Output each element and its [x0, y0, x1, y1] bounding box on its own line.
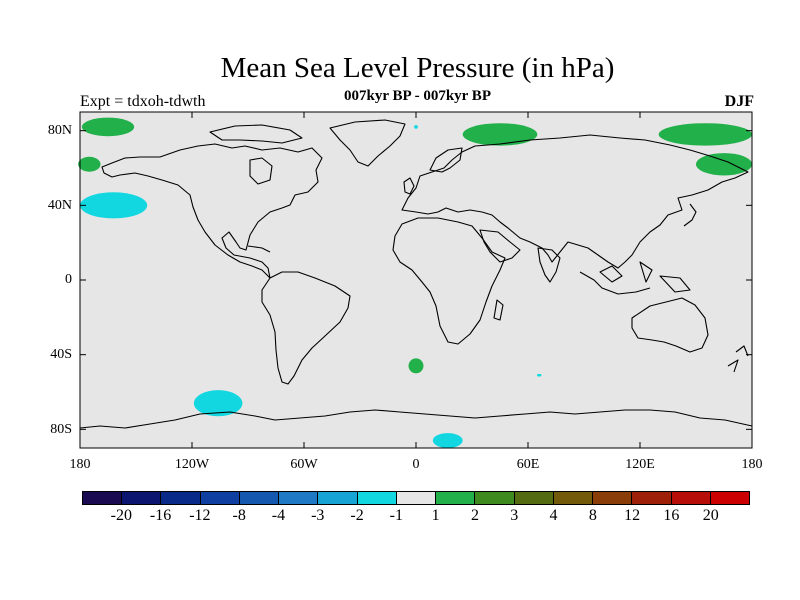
anomaly-region	[408, 358, 424, 374]
figure-title: Mean Sea Level Pressure (in hPa)	[220, 52, 615, 84]
coastline-japan	[683, 203, 697, 227]
lat-tick-label: 40S	[50, 347, 72, 362]
colorbar-swatch	[318, 492, 358, 504]
anomaly-region	[658, 123, 752, 146]
colorbar-swatch	[200, 492, 240, 504]
period-label: 007kyr BP - 007kyr BP	[344, 88, 491, 104]
anomaly-region	[81, 117, 135, 137]
coastline-africa	[392, 217, 506, 345]
axis-ticks	[79, 112, 753, 448]
lat-tick-label: 80S	[50, 422, 72, 437]
coastline-arctic-islands	[209, 124, 303, 144]
colorbar-swatch	[357, 492, 397, 504]
anomaly-region	[432, 433, 463, 448]
lon-tick-label: 180	[741, 457, 763, 472]
colorbar-swatch	[514, 492, 554, 504]
anomaly-region	[696, 153, 752, 176]
colorbar-label: -1	[389, 507, 403, 524]
coastline-cuba	[247, 245, 271, 253]
anomaly-region	[536, 373, 542, 377]
coastline-antarctica	[79, 409, 753, 429]
colorbar-label: -4	[271, 507, 286, 524]
lat-tick-label: 40N	[47, 198, 72, 213]
colorbar-label: 1	[431, 507, 440, 524]
coastline-british-isles	[403, 177, 415, 195]
anomaly-region	[193, 390, 243, 417]
coastline-eurasia	[401, 134, 749, 269]
coastline-new-zealand	[727, 345, 749, 373]
colorbar-swatch	[396, 492, 437, 504]
coastline-australia	[631, 297, 709, 353]
colorbar-swatch	[436, 492, 476, 504]
anomaly-layer	[78, 117, 752, 448]
anomaly-region	[78, 156, 101, 172]
coastline-scandinavia	[429, 147, 463, 173]
lon-tick-label: 180	[69, 457, 91, 472]
colorbar-swatch	[239, 492, 280, 504]
coastline-indonesia	[579, 261, 691, 295]
colorbar-swatch	[122, 492, 162, 504]
colorbar-swatch	[279, 492, 319, 504]
lon-tick-label: 60W	[290, 457, 318, 472]
coastline-greenland	[329, 119, 406, 167]
colorbar-label: -2	[350, 507, 364, 524]
experiment-label: Expt = tdxoh-tdwth	[80, 93, 206, 110]
colorbar-label: 3	[510, 507, 519, 524]
coastline-north-america	[101, 143, 323, 279]
colorbar-swatch	[553, 492, 594, 504]
anomaly-region	[462, 123, 538, 146]
anomaly-region	[80, 192, 148, 219]
lon-tick-label: 120W	[174, 457, 210, 472]
coastline-south-america	[261, 271, 351, 385]
colorbar-label: 16	[663, 507, 680, 524]
season-label: DJF	[724, 93, 754, 110]
colorbar-swatch	[632, 492, 672, 504]
coastline-india	[537, 247, 561, 283]
lon-tick-label: 60E	[516, 457, 540, 472]
coastline-hudson-bay	[249, 157, 273, 185]
colorbar-label: 8	[588, 507, 597, 524]
coastline-madagascar	[493, 299, 504, 321]
colorbar-swatch	[593, 492, 633, 504]
colorbar-swatch	[475, 492, 515, 504]
coastline-arabia	[479, 229, 521, 263]
colorbar-label: -3	[311, 507, 325, 524]
map-background	[80, 112, 752, 448]
colorbar-swatch	[161, 492, 201, 504]
colorbar-label: -8	[232, 507, 246, 524]
lat-tick-label: 0	[65, 272, 72, 287]
coastline-layer	[79, 119, 753, 429]
colorbar-label: 2	[470, 507, 479, 524]
colorbar-swatch	[83, 492, 123, 504]
colorbar-swatch	[710, 492, 749, 504]
anomaly-region	[414, 125, 418, 129]
colorbar-label: 20	[702, 507, 719, 524]
lon-tick-label: 120E	[625, 457, 655, 472]
lat-tick-label: 80N	[47, 123, 72, 138]
colorbar-label: 4	[549, 507, 558, 524]
colorbar	[82, 491, 750, 505]
colorbar-label: -20	[110, 507, 132, 524]
colorbar-label: -12	[189, 507, 211, 524]
colorbar-label: -16	[149, 507, 172, 524]
lon-tick-label: 0	[412, 457, 420, 472]
colorbar-swatch	[671, 492, 711, 504]
colorbar-label: 12	[624, 507, 641, 524]
